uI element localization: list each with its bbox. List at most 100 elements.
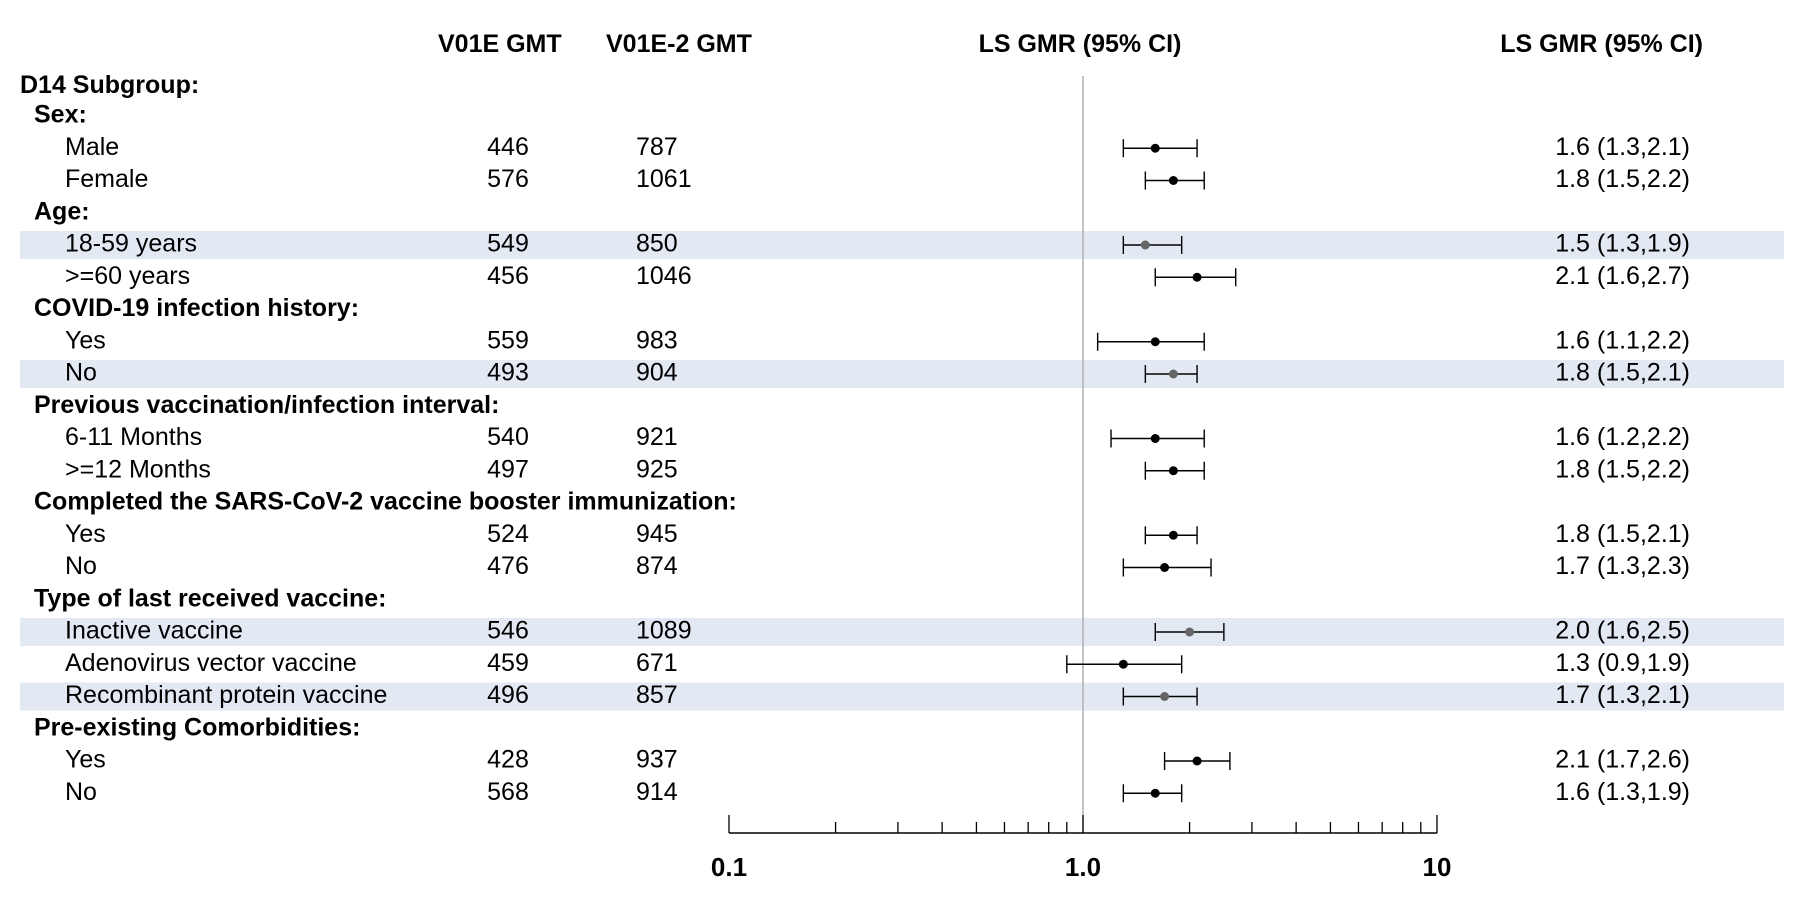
v01e2-gmt-value: 925 bbox=[636, 455, 678, 483]
subgroup-label: Female bbox=[65, 165, 148, 193]
point-estimate bbox=[1160, 692, 1170, 701]
point-estimate bbox=[1140, 240, 1150, 250]
v01e-gmt-value: 546 bbox=[487, 617, 529, 645]
v01e-gmt-value: 576 bbox=[487, 165, 529, 193]
header-v01e2-gmt: V01E-2 GMT bbox=[606, 30, 752, 58]
category-label: Completed the SARS-CoV-2 vaccine booster… bbox=[34, 488, 737, 516]
point-estimate bbox=[1150, 143, 1160, 153]
gmr-ci-text: 2.1 (1.6,2.7) bbox=[1555, 262, 1690, 290]
gmr-ci-text: 1.6 (1.3,2.1) bbox=[1555, 133, 1690, 161]
v01e2-gmt-value: 945 bbox=[636, 520, 678, 548]
ci-mark bbox=[1122, 558, 1212, 577]
v01e-gmt-value: 568 bbox=[487, 778, 529, 806]
v01e2-gmt-value: 671 bbox=[636, 649, 678, 677]
point-estimate bbox=[1168, 176, 1178, 185]
group-label: D14 Subgroup: bbox=[20, 71, 199, 99]
subgroup-label: No bbox=[65, 359, 97, 387]
v01e2-gmt-value: 857 bbox=[636, 681, 678, 709]
header-ci-text: LS GMR (95% CI) bbox=[1500, 30, 1703, 58]
gmr-ci-text: 1.8 (1.5,2.2) bbox=[1555, 455, 1690, 483]
category-label: Previous vaccination/infection interval: bbox=[34, 391, 499, 419]
ci-mark bbox=[1144, 171, 1205, 190]
ci-mark bbox=[1154, 268, 1237, 287]
subgroup-label: >=60 years bbox=[65, 262, 190, 290]
point-estimate bbox=[1192, 272, 1202, 282]
v01e-gmt-value: 524 bbox=[487, 520, 529, 548]
point-estimate bbox=[1168, 466, 1178, 476]
point-estimate bbox=[1168, 369, 1178, 379]
gmr-ci-text: 2.1 (1.7,2.6) bbox=[1555, 746, 1690, 774]
point-estimate bbox=[1118, 659, 1128, 669]
v01e-gmt-value: 559 bbox=[487, 326, 529, 354]
point-estimate bbox=[1160, 563, 1170, 572]
ci-mark bbox=[1154, 623, 1225, 641]
ci-mark bbox=[1144, 461, 1205, 480]
category-label: Type of last received vaccine: bbox=[34, 584, 386, 612]
v01e-gmt-value: 496 bbox=[487, 681, 529, 709]
v01e-gmt-value: 456 bbox=[487, 262, 529, 290]
category-label: Sex: bbox=[34, 101, 87, 129]
highlight-band bbox=[20, 360, 1784, 388]
ci-mark bbox=[1122, 784, 1183, 803]
ci-marks bbox=[1066, 139, 1237, 803]
ci-mark bbox=[1110, 429, 1205, 448]
point-estimate bbox=[1192, 756, 1202, 766]
category-label: Age: bbox=[34, 197, 90, 225]
ci-mark bbox=[1122, 139, 1198, 158]
point-estimate bbox=[1168, 530, 1178, 540]
gmr-ci-text: 1.5 (1.3,1.9) bbox=[1555, 230, 1690, 258]
ci-mark bbox=[1163, 752, 1231, 770]
v01e2-gmt-value: 983 bbox=[636, 326, 678, 354]
gmr-ci-text: 1.8 (1.5,2.1) bbox=[1555, 359, 1690, 387]
subgroup-label: No bbox=[65, 552, 97, 580]
x-axis: 0.1 1.0 10 bbox=[711, 815, 1452, 882]
v01e-gmt-value: 497 bbox=[487, 455, 529, 483]
subgroup-label: 6-11 Months bbox=[65, 423, 202, 451]
subgroup-label: Male bbox=[65, 133, 119, 161]
header-plot-title: LS GMR (95% CI) bbox=[979, 30, 1182, 58]
gmr-ci-text: 1.6 (1.1,2.2) bbox=[1555, 326, 1690, 354]
v01e-gmt-value: 446 bbox=[487, 133, 529, 161]
subgroup-label: Yes bbox=[65, 326, 106, 354]
subgroup-label: Yes bbox=[65, 520, 106, 548]
subgroup-label: 18-59 years bbox=[65, 230, 197, 258]
v01e-gmt-value: 428 bbox=[487, 746, 529, 774]
v01e2-gmt-value: 874 bbox=[636, 552, 678, 580]
ci-mark bbox=[1144, 365, 1198, 383]
highlight-band bbox=[20, 618, 1784, 646]
x-tick-label: 0.1 bbox=[711, 852, 747, 882]
gmr-ci-text: 1.6 (1.3,1.9) bbox=[1555, 778, 1690, 806]
v01e2-gmt-value: 914 bbox=[636, 778, 678, 806]
v01e2-gmt-value: 904 bbox=[636, 359, 678, 387]
gmr-ci-text: 1.7 (1.3,2.1) bbox=[1555, 681, 1690, 709]
gmr-ci-text: 1.3 (0.9,1.9) bbox=[1555, 649, 1690, 677]
point-estimate bbox=[1185, 627, 1195, 637]
point-estimate bbox=[1150, 788, 1160, 798]
ci-mark bbox=[1144, 526, 1198, 545]
v01e-gmt-value: 459 bbox=[487, 649, 529, 677]
subgroup-label: No bbox=[65, 778, 97, 806]
highlight-band bbox=[20, 231, 1784, 259]
gmr-ci-text: 1.8 (1.5,2.1) bbox=[1555, 520, 1690, 548]
subgroup-label: Yes bbox=[65, 746, 106, 774]
v01e-gmt-value: 476 bbox=[487, 552, 529, 580]
v01e-gmt-value: 493 bbox=[487, 359, 529, 387]
v01e2-gmt-value: 921 bbox=[636, 423, 678, 451]
header-v01e-gmt: V01E GMT bbox=[438, 30, 562, 58]
subgroup-label: Recombinant protein vaccine bbox=[65, 681, 387, 709]
subgroup-table: Sex: Male 446 787 1.6 (1.3,2.1) Female 576 1061… bbox=[34, 101, 1690, 806]
v01e-gmt-value: 549 bbox=[487, 230, 529, 258]
highlight-bands bbox=[20, 231, 1784, 711]
v01e2-gmt-value: 1089 bbox=[636, 617, 692, 645]
gmr-ci-text: 1.7 (1.3,2.3) bbox=[1555, 552, 1690, 580]
v01e2-gmt-value: 937 bbox=[636, 746, 678, 774]
v01e-gmt-value: 540 bbox=[487, 423, 529, 451]
gmr-ci-text: 2.0 (1.6,2.5) bbox=[1555, 617, 1690, 645]
subgroup-label: Adenovirus vector vaccine bbox=[65, 649, 357, 677]
x-tick-label: 10 bbox=[1423, 852, 1452, 882]
ci-mark bbox=[1066, 655, 1183, 674]
gmr-ci-text: 1.6 (1.2,2.2) bbox=[1555, 423, 1690, 451]
v01e2-gmt-value: 850 bbox=[636, 230, 678, 258]
highlight-band bbox=[20, 682, 1784, 711]
